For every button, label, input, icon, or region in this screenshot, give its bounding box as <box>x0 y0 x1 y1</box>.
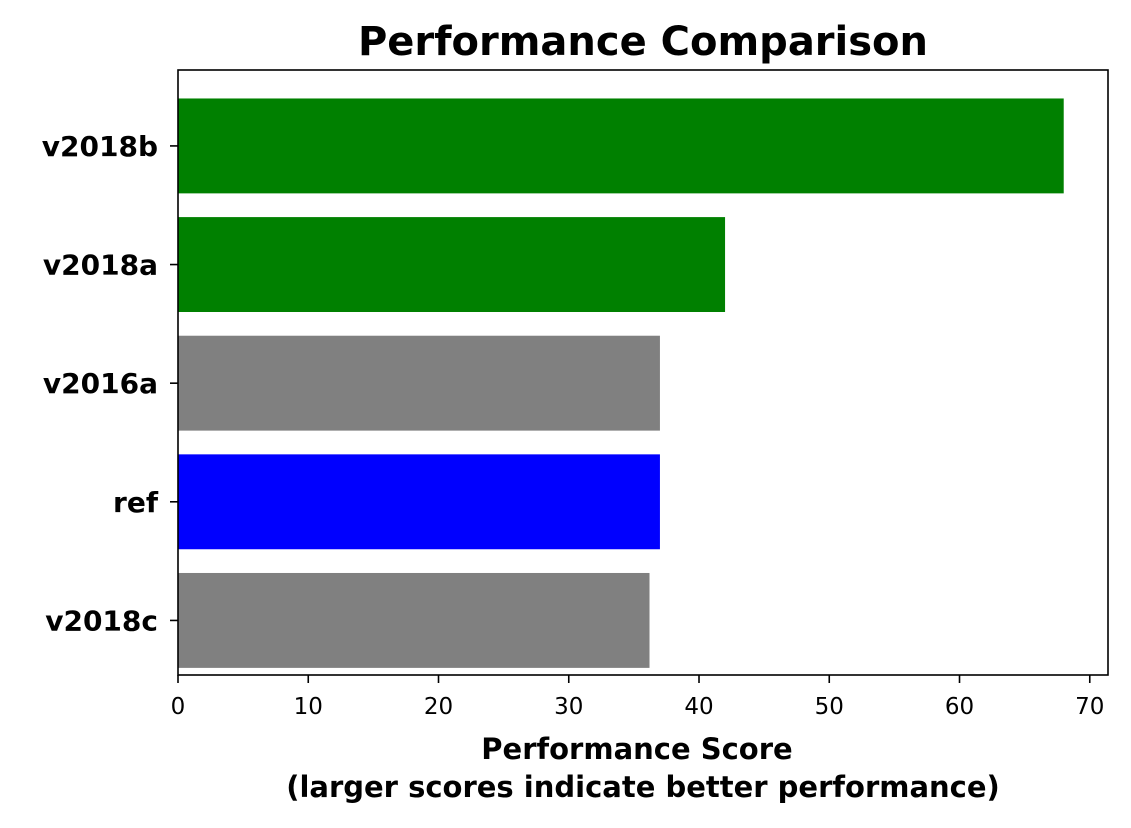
bars-layer <box>178 98 1064 668</box>
bar-ref <box>178 454 660 550</box>
y-tick-label: v2018c <box>45 604 158 637</box>
x-axis-label-line2: (larger scores indicate better performan… <box>286 770 1000 804</box>
y-tick-label: ref <box>113 486 159 519</box>
x-tick-label: 40 <box>684 694 713 720</box>
x-tick-label: 20 <box>424 694 453 720</box>
bar-v2016a <box>178 335 660 431</box>
x-tick-label: 10 <box>294 694 323 720</box>
x-tick-label: 50 <box>815 694 844 720</box>
bar-v2018c <box>178 572 650 668</box>
y-tick-label: v2018a <box>43 249 158 282</box>
plot-frame <box>177 69 1109 676</box>
x-axis-label-line1: Performance Score <box>481 732 792 766</box>
chart-title: Performance Comparison <box>358 19 928 65</box>
x-tick-label: 70 <box>1075 694 1104 720</box>
x-tick-label: 0 <box>171 694 186 720</box>
x-tick-label: 30 <box>554 694 583 720</box>
x-axis: 0 10 20 30 40 50 60 70 <box>171 675 1104 720</box>
bar-v2018a <box>178 217 726 312</box>
bar-v2018b <box>178 98 1064 194</box>
y-axis: v2018b v2018a v2016a ref v2018c <box>42 130 178 637</box>
y-tick-label: v2016a <box>43 367 158 400</box>
x-tick-label: 60 <box>945 694 974 720</box>
y-tick-label: v2018b <box>42 130 158 163</box>
